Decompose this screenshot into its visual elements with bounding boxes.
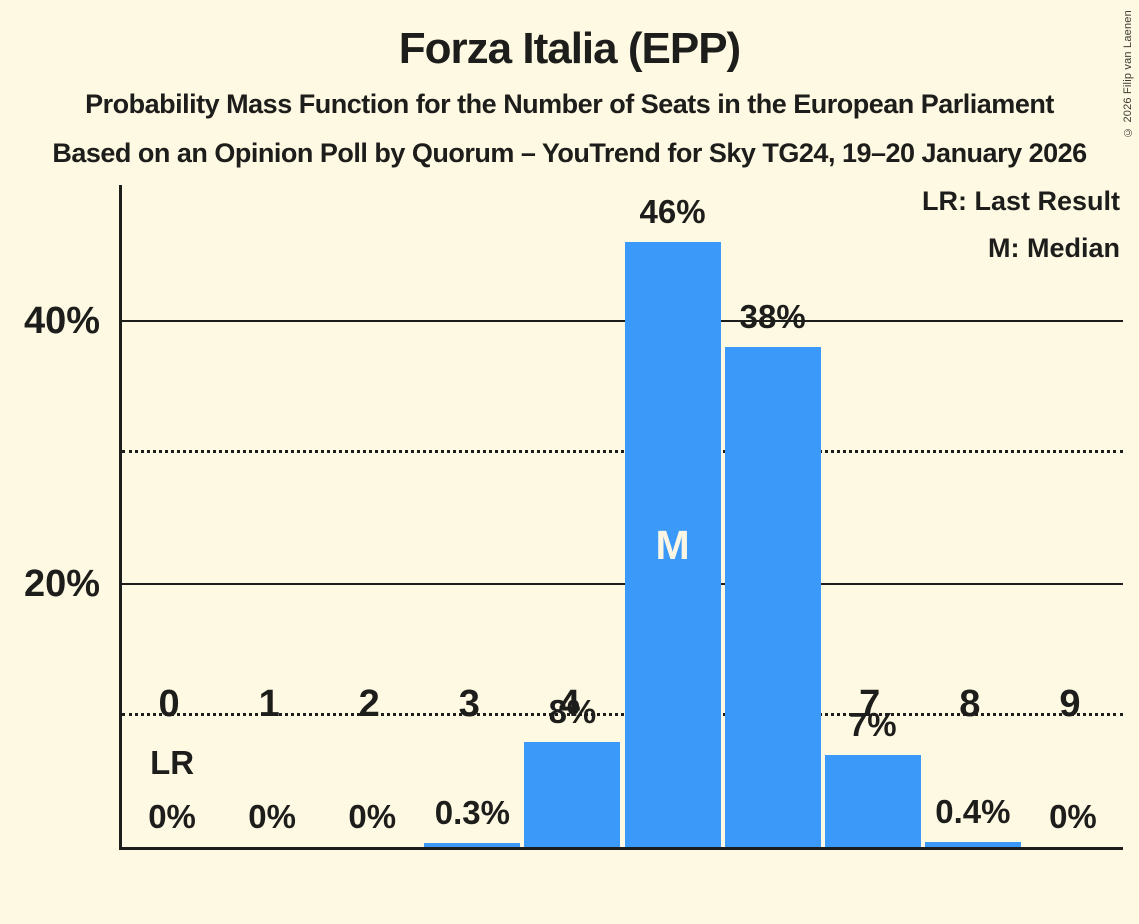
bar-value-label-seat-8: 0.4%: [935, 792, 1011, 830]
gridline-solid-40: [122, 319, 1123, 322]
bar-value-label-seat-4: 8%: [548, 692, 597, 730]
x-tick-label-0: 0: [158, 683, 180, 725]
x-tick-label-3: 3: [458, 683, 480, 725]
bar-seat-6: [724, 346, 821, 847]
chart-title: Forza Italia (EPP): [398, 24, 741, 73]
gridline-solid-20: [122, 582, 1123, 585]
bar-value-label-seat-9: 0%: [1049, 798, 1097, 835]
legend-last-result: LR: Last Result: [921, 186, 1120, 216]
chart-subtitle: Probability Mass Function for the Number…: [85, 89, 1054, 119]
x-tick-label-7: 7: [859, 683, 881, 725]
y-tick-label-40: 40%: [23, 299, 100, 342]
bar-value-label-seat-2: 0%: [348, 798, 397, 835]
x-tick-label-8: 8: [959, 683, 981, 725]
bar-value-label-seat-5: 46%: [639, 192, 706, 230]
bar-value-label-seat-0: 0%: [148, 798, 196, 835]
y-tick-label-20: 20%: [23, 562, 100, 605]
chart-source-line: Based on an Opinion Poll by Quorum – You…: [52, 138, 1087, 168]
x-tick-label-9: 9: [1059, 683, 1081, 725]
bar-seat-8: [924, 841, 1021, 847]
bar-value-label-seat-7: 7%: [848, 705, 897, 743]
gridline-dotted-30: [122, 450, 1123, 454]
x-tick-label-2: 2: [358, 683, 380, 725]
legend-median: M: Median: [988, 233, 1120, 263]
median-marker-label: M: [655, 522, 690, 568]
bar-value-label-seat-3: 0.3%: [434, 794, 510, 832]
gridline-dotted-10: [122, 713, 1123, 717]
bar-seat-7: [824, 754, 921, 847]
bar-seat-3: [424, 843, 521, 847]
bar-seat-4: [524, 741, 621, 847]
bar-value-label-seat-1: 0%: [248, 798, 296, 835]
bar-value-label-seat-6: 38%: [739, 297, 806, 335]
x-tick-label-4: 4: [558, 683, 580, 725]
plot-area: 0% 0% 0% 0.3% 8% 46% 38% 7% 0.4% 0% LR M: [119, 185, 1123, 850]
bar-seat-5: [624, 241, 721, 847]
last-result-label: LR: [150, 744, 195, 781]
x-tick-label-1: 1: [258, 683, 280, 725]
